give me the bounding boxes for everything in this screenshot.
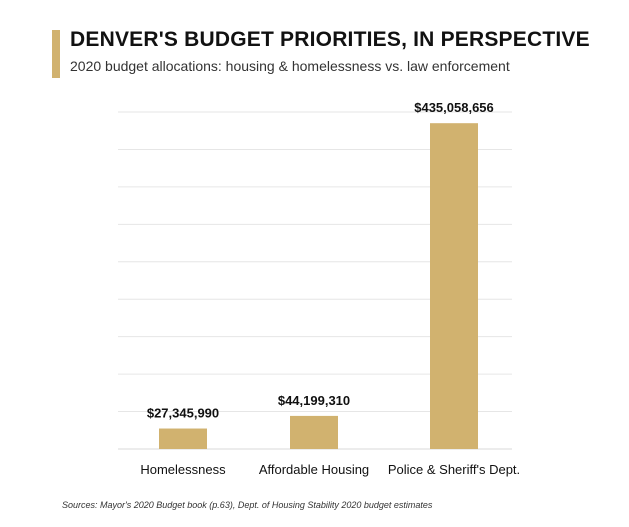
value-labels: $27,345,990 $44,199,310 $435,058,656 [147,100,494,420]
source-note: Sources: Mayor's 2020 Budget book (p.63)… [62,500,433,510]
bars [159,123,478,450]
chart-subtitle: 2020 budget allocations: housing & homel… [70,58,510,74]
value-label-3: $435,058,656 [414,100,494,115]
bar-1 [159,428,207,449]
category-labels: Homelessness Affordable Housing Police & S… [140,462,520,477]
category-label-3: Police & Sheriff's Dept. [388,462,520,477]
value-label-1: $27,345,990 [147,406,219,421]
chart-title: DENVER'S BUDGET PRIORITIES, IN PERSPECTI… [70,28,590,51]
bar-2 [290,415,338,449]
title-accent-bar [52,30,60,78]
category-label-2: Affordable Housing [259,462,369,477]
category-label-1: Homelessness [140,462,226,477]
value-label-2: $44,199,310 [278,393,350,408]
bar-3 [430,123,478,450]
